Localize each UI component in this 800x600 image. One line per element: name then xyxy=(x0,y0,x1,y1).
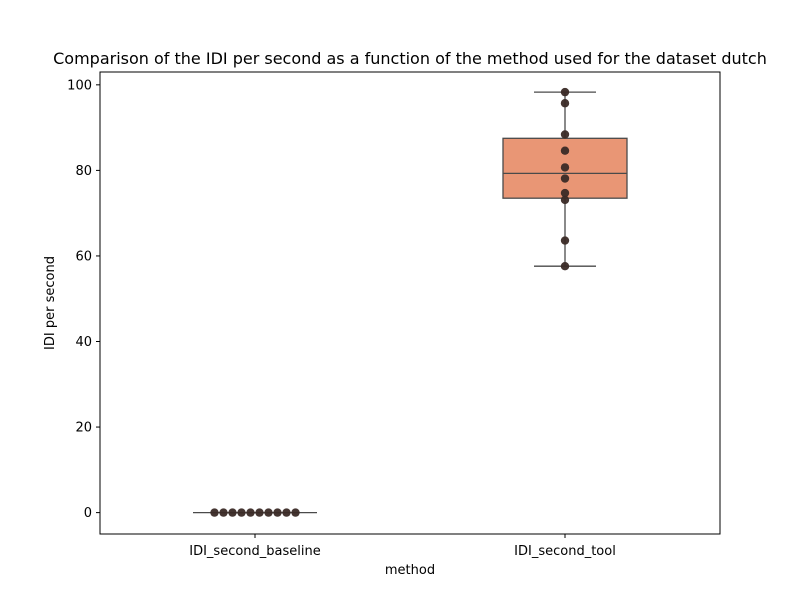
y-axis-label: IDI per second xyxy=(43,256,58,350)
plot-area xyxy=(193,87,628,517)
data-point xyxy=(560,195,570,205)
data-point xyxy=(560,87,570,97)
data-point xyxy=(560,163,570,172)
box-group-IDI_second_tool xyxy=(502,87,628,271)
plot-frame xyxy=(99,71,721,535)
y-tick-label: 60 xyxy=(75,249,92,264)
data-point xyxy=(291,508,300,517)
data-point xyxy=(210,508,219,517)
y-tick-label: 80 xyxy=(75,164,92,179)
data-point xyxy=(219,508,228,517)
data-point xyxy=(560,146,570,155)
box-group-IDI_second_baseline xyxy=(193,508,317,517)
y-tick-label: 20 xyxy=(75,421,92,436)
y-tick-label: 40 xyxy=(75,335,92,350)
x-axis-label: method xyxy=(385,563,435,578)
y-tick-label: 0 xyxy=(84,506,92,521)
chart-title: Comparison of the IDI per second as a fu… xyxy=(53,49,767,68)
data-point xyxy=(560,188,570,198)
x-tick-label: IDI_second_tool xyxy=(514,544,616,559)
data-point xyxy=(560,99,570,108)
data-point xyxy=(282,508,291,517)
data-point xyxy=(246,508,255,517)
data-point xyxy=(228,508,237,517)
data-point xyxy=(273,508,282,517)
data-point xyxy=(237,508,246,517)
data-point xyxy=(255,508,264,517)
y-axis: 0 20 40 60 80 100 xyxy=(67,78,100,521)
y-tick-label: 100 xyxy=(67,78,92,93)
data-point xyxy=(560,174,570,183)
data-point xyxy=(560,130,570,139)
x-tick-label: IDI_second_baseline xyxy=(189,544,321,559)
data-point xyxy=(560,236,570,245)
x-axis: IDI_second_baseline IDI_second_tool xyxy=(189,534,616,559)
data-point xyxy=(264,508,273,517)
data-point xyxy=(560,262,570,271)
